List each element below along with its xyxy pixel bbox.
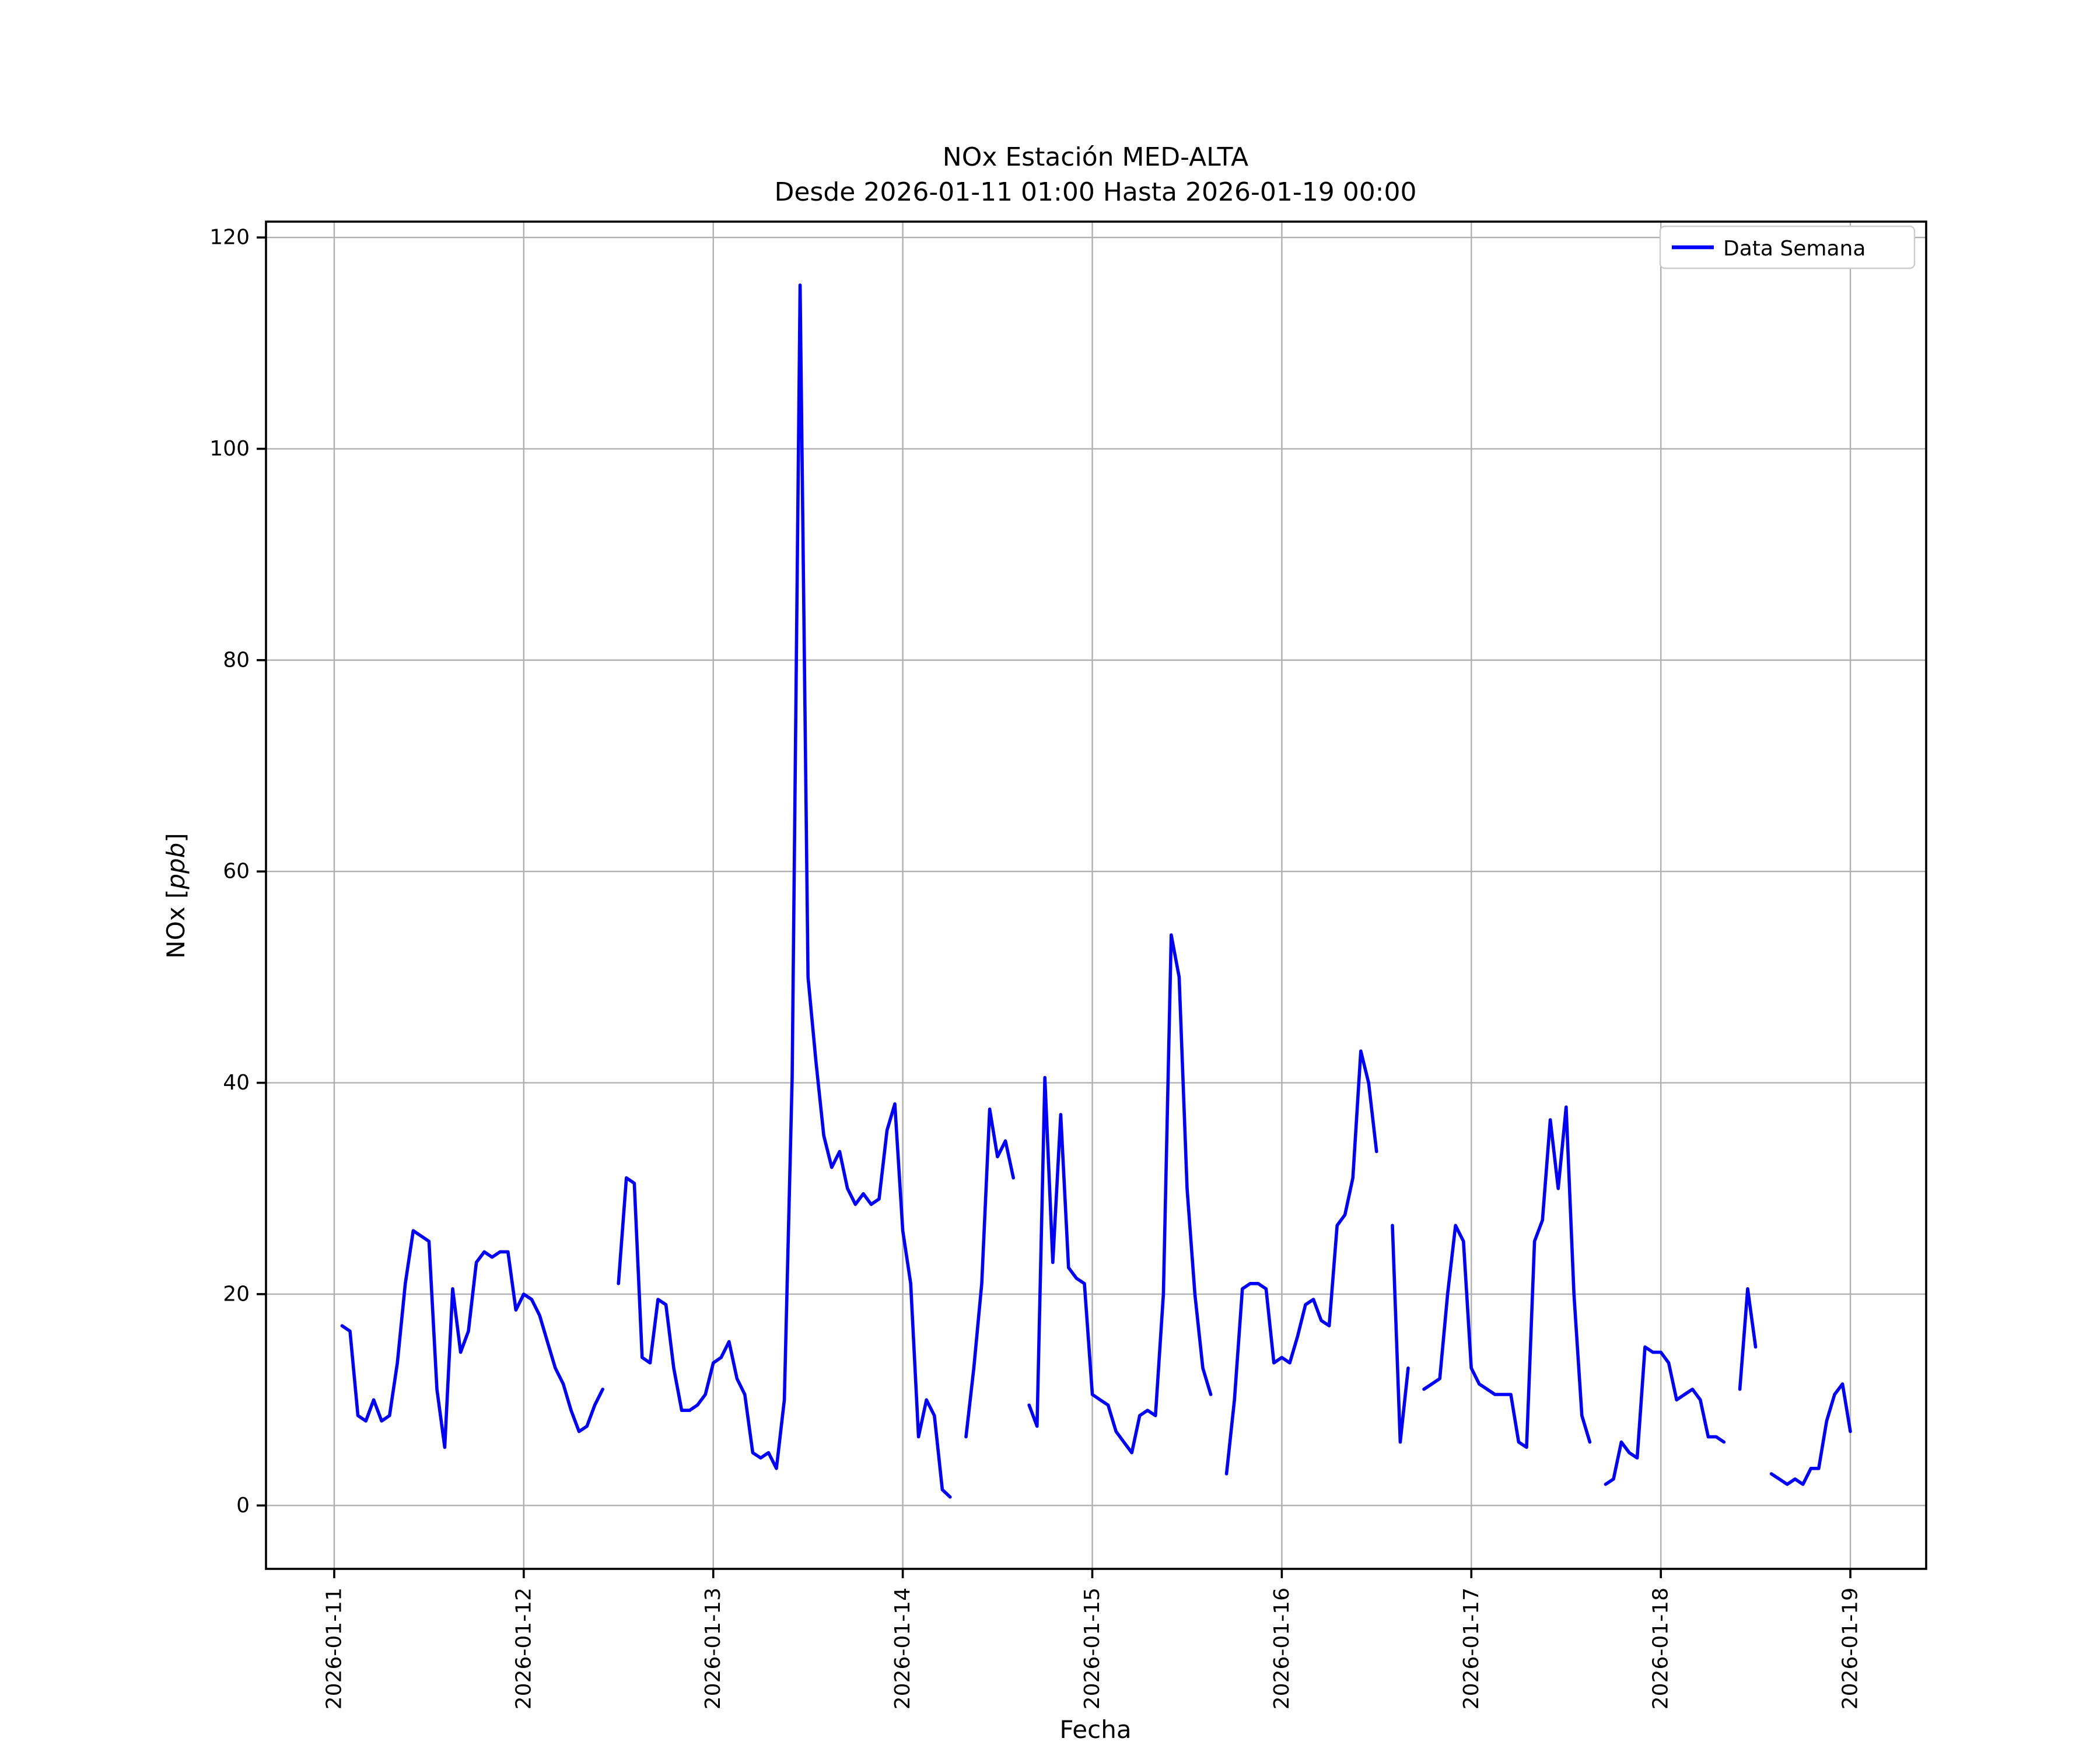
legend-label: Data Semana [1723,237,1866,261]
x-tick-label: 2026-01-14 [891,1588,915,1709]
data-series-layer [340,283,1852,1499]
x-tick-label: 2026-01-12 [512,1588,536,1709]
y-tick-label: 60 [223,860,250,884]
x-tick-label: 2026-01-16 [1270,1588,1294,1709]
x-axis-label: Fecha [1059,1715,1131,1744]
x-tick-label: 2026-01-17 [1460,1588,1483,1709]
x-tick-label: 2026-01-13 [701,1588,725,1709]
chart-title: NOx Estación MED-ALTA [943,142,1248,172]
grid [266,222,1926,1569]
y-tick-label: 80 [223,648,250,672]
y-tick-labels: 0 20 40 60 80 100 120 [209,226,250,1518]
x-tick-labels: 2026-01-11 2026-01-12 2026-01-13 2026-01-14… [322,1588,1862,1709]
y-tick-label: 100 [209,437,250,461]
y-axis-label-suffix: ] [162,833,190,842]
legend: Data Semana [1659,225,1916,269]
data-line-data-semana [340,283,1852,1499]
y-tick-label: 20 [223,1282,250,1306]
y-tick-label: 40 [223,1071,250,1095]
tick-marks-layer [257,236,1852,1578]
x-tick-label: 2026-01-11 [322,1588,346,1709]
y-axis-label-units: ppb [162,843,190,890]
y-axis-label: NOx [ppb] [162,833,190,958]
y-axis-label-prefix: NOx [ [162,889,190,959]
legend-box [1659,225,1916,269]
chart-subtitle: Desde 2026-01-11 01:00 Hasta 2026-01-19 … [774,177,1416,207]
x-tick-label: 2026-01-19 [1839,1588,1863,1709]
axes-frame [265,220,1927,1570]
y-tick-label: 0 [236,1494,250,1518]
y-tick-label: 120 [209,226,250,250]
x-tick-label: 2026-01-18 [1649,1588,1673,1709]
x-tick-label: 2026-01-15 [1080,1588,1104,1709]
